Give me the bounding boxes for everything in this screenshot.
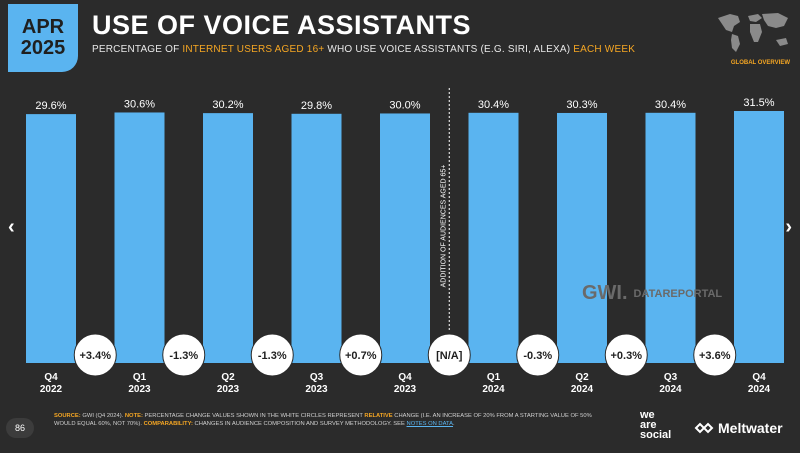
note-label: NOTE: xyxy=(124,413,143,419)
category-year-3: 2023 xyxy=(305,384,328,395)
gwi-watermark: GWI. xyxy=(582,282,628,304)
category-quarter-5: Q1 xyxy=(487,372,501,383)
meltwater-label: Meltwater xyxy=(718,420,783,436)
world-map-icon xyxy=(712,8,794,70)
footer-end: . xyxy=(453,421,455,427)
bar-8 xyxy=(734,111,784,363)
category-year-5: 2024 xyxy=(482,384,505,395)
datareportal-watermark: DATAREPORTAL xyxy=(633,287,723,300)
change-circle-3 xyxy=(339,333,383,377)
change-circle-1 xyxy=(162,333,206,377)
meltwater-icon xyxy=(694,422,714,434)
change-circle-7 xyxy=(693,333,737,377)
bar-1 xyxy=(114,112,165,363)
footer-notes: SOURCE: GWI (Q4 2024). NOTE: PERCENTAGE … xyxy=(54,412,614,428)
value-label-1: 30.6% xyxy=(124,98,155,110)
note-text-2: CHANGE (I.E. AN INCREASE OF 20% FROM A S… xyxy=(54,413,592,427)
subtitle-highlight-2: EACH WEEK xyxy=(573,44,636,55)
category-quarter-1: Q1 xyxy=(133,372,147,383)
category-quarter-6: Q2 xyxy=(575,372,589,383)
prev-arrow-icon[interactable]: ‹ xyxy=(8,216,15,238)
was-line-3: social xyxy=(640,429,672,441)
comparability-text: CHANGES IN AUDIENCE COMPOSITION AND SURV… xyxy=(192,421,407,427)
change-label-1: -1.3% xyxy=(169,350,198,362)
subtitle-text-2: WHO USE VOICE ASSISTANTS (E.G. SIRI, ALE… xyxy=(324,44,574,55)
value-label-0: 29.6% xyxy=(35,100,66,112)
page-subtitle: PERCENTAGE OF INTERNET USERS AGED 16+ WH… xyxy=(92,44,635,55)
category-quarter-0: Q4 xyxy=(44,372,58,383)
category-quarter-8: Q4 xyxy=(752,372,766,383)
bar-0 xyxy=(26,114,76,363)
change-circle-0 xyxy=(73,333,117,377)
change-circle-4 xyxy=(427,333,471,377)
divider-annotation: ADDITION OF AUDIENCES AGED 65+ xyxy=(440,165,447,288)
change-circle-6 xyxy=(604,333,648,377)
badge-month: APR xyxy=(21,16,65,38)
bar-7 xyxy=(645,112,696,363)
comparability-label: COMPARABILITY: xyxy=(143,421,193,427)
category-year-7: 2024 xyxy=(659,384,682,395)
change-label-0: +3.4% xyxy=(80,350,112,362)
meltwater-logo: Meltwater xyxy=(694,420,783,436)
category-quarter-3: Q3 xyxy=(310,372,324,383)
subtitle-text-1: PERCENTAGE OF xyxy=(92,44,183,55)
change-label-4: [N/A] xyxy=(436,350,463,362)
bar-5 xyxy=(468,112,519,363)
subtitle-highlight-1: INTERNET USERS AGED 16+ xyxy=(182,44,325,55)
change-label-7: +3.6% xyxy=(699,350,731,362)
bar-2 xyxy=(203,113,253,363)
date-badge: APR 2025 xyxy=(8,4,78,72)
was-line-2: are xyxy=(640,419,657,431)
bar-6 xyxy=(557,112,607,363)
page-number: 86 xyxy=(6,418,34,438)
category-quarter-2: Q2 xyxy=(221,372,235,383)
category-year-2: 2023 xyxy=(217,384,240,395)
change-label-6: +0.3% xyxy=(611,350,643,362)
category-year-0: 2022 xyxy=(40,384,63,395)
value-label-4: 30.0% xyxy=(389,99,420,111)
category-quarter-4: Q4 xyxy=(398,372,412,383)
voice-assistant-bar-chart: 29.6%Q4202230.6%Q1202330.2%Q2202329.8%Q3… xyxy=(26,88,784,395)
category-quarter-7: Q3 xyxy=(664,372,678,383)
region-label: GLOBAL OVERVIEW xyxy=(730,60,790,66)
next-arrow-icon[interactable]: › xyxy=(785,216,792,238)
value-label-3: 29.8% xyxy=(301,100,332,112)
source-text: GWI (Q4 2024). xyxy=(80,413,125,419)
value-label-8: 31.5% xyxy=(743,97,774,109)
value-label-5: 30.4% xyxy=(478,99,509,111)
category-year-4: 2023 xyxy=(394,384,417,395)
value-label-2: 30.2% xyxy=(212,99,243,111)
change-circle-2 xyxy=(250,333,294,377)
change-label-2: -1.3% xyxy=(258,350,287,362)
value-label-7: 30.4% xyxy=(655,99,686,111)
page-title: USE OF VOICE ASSISTANTS xyxy=(92,10,472,40)
bar-3 xyxy=(291,113,342,364)
category-year-1: 2023 xyxy=(128,384,151,395)
category-year-6: 2024 xyxy=(571,384,594,395)
notes-on-data-link[interactable]: NOTES ON DATA xyxy=(406,421,454,427)
change-label-5: -0.3% xyxy=(523,350,552,362)
was-line-1: we xyxy=(640,409,655,421)
badge-year: 2025 xyxy=(20,37,66,59)
change-label-3: +0.7% xyxy=(345,350,377,362)
change-circle-5 xyxy=(516,333,560,377)
category-year-8: 2024 xyxy=(748,384,771,395)
we-are-social-logo: we are social xyxy=(640,409,672,441)
value-label-6: 30.3% xyxy=(566,99,597,111)
source-label: SOURCE: xyxy=(54,413,81,419)
bar-4 xyxy=(380,113,430,363)
note-text-1: PERCENTAGE CHANGE VALUES SHOWN IN THE WH… xyxy=(142,413,365,419)
watermark: GWI. DATAREPORTAL xyxy=(582,282,722,305)
note-highlight: RELATIVE xyxy=(364,413,393,419)
